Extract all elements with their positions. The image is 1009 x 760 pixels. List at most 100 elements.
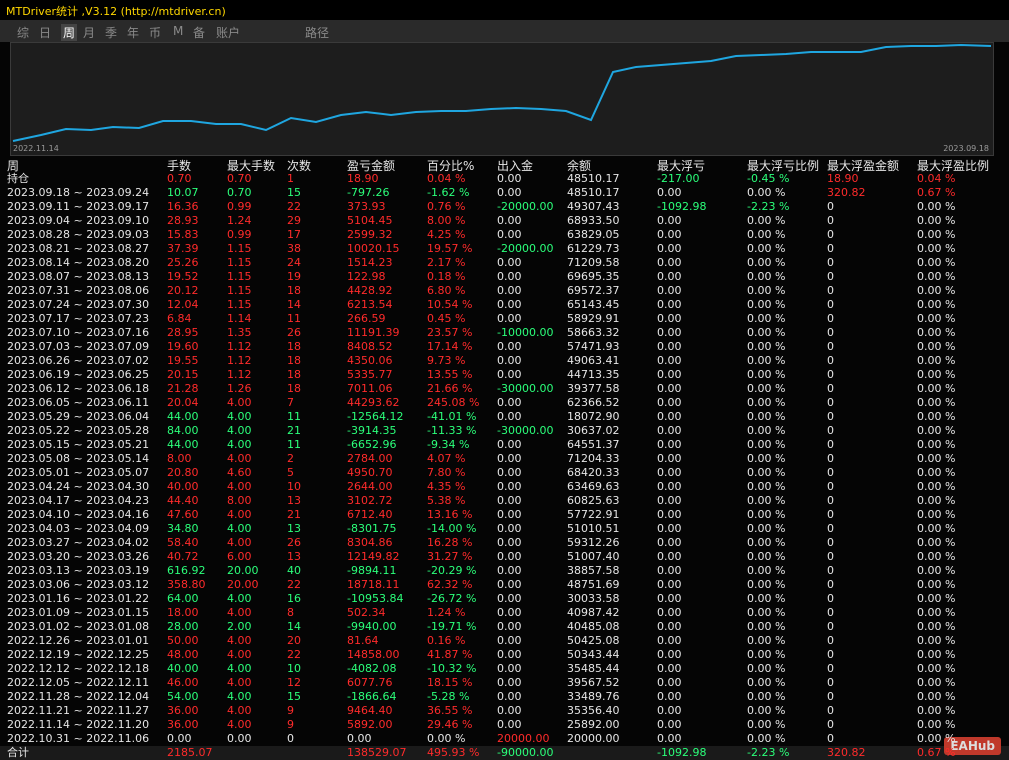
data-cell: 4.00 — [227, 606, 252, 619]
data-cell: 1.15 — [227, 270, 252, 283]
data-cell: 0.00 — [657, 578, 682, 591]
data-cell: 0.00 % — [917, 466, 956, 479]
data-cell: 39567.52 — [567, 676, 620, 689]
data-cell: 4.00 — [227, 592, 252, 605]
data-cell: 40.00 — [167, 662, 199, 675]
data-cell: 46.00 — [167, 676, 199, 689]
data-cell: 0.00 % — [917, 438, 956, 451]
period-cell: 2023.06.05 ~ 2023.06.11 — [7, 396, 150, 409]
data-cell: 4.00 — [227, 480, 252, 493]
tab[interactable]: 周 — [61, 24, 78, 41]
data-cell: 12 — [287, 676, 301, 689]
data-cell: 4.35 % — [427, 480, 466, 493]
data-cell: 5 — [287, 466, 294, 479]
period-cell: 2023.06.12 ~ 2023.06.18 — [7, 382, 150, 395]
data-cell: 0.00 % — [747, 354, 786, 367]
data-cell: 0.00 — [497, 312, 522, 325]
data-cell: 0.00 % — [917, 578, 956, 591]
data-cell: 1.12 — [227, 354, 252, 367]
data-cell: 44293.62 — [347, 396, 400, 409]
data-cell: 13.16 % — [427, 508, 473, 521]
data-cell: 0 — [827, 494, 834, 507]
tab[interactable]: 月 — [83, 26, 96, 40]
data-cell: 35356.40 — [567, 704, 620, 717]
data-cell: 4.00 — [227, 424, 252, 437]
data-cell: 0.00 — [497, 284, 522, 297]
data-cell: -4082.08 — [347, 662, 397, 675]
data-cell: 30033.58 — [567, 592, 620, 605]
data-cell: 18 — [287, 284, 301, 297]
tab[interactable]: 币 — [149, 26, 162, 40]
data-cell: 7011.06 — [347, 382, 393, 395]
data-cell: 50425.08 — [567, 634, 620, 647]
data-cell: 0.00 — [657, 270, 682, 283]
data-cell: 0.00 — [497, 438, 522, 451]
data-cell: 16.28 % — [427, 536, 473, 549]
data-cell: 17 — [287, 228, 301, 241]
data-cell: 64551.37 — [567, 438, 620, 451]
data-cell: 0.00 % — [917, 368, 956, 381]
data-cell: 0.00 — [657, 662, 682, 675]
tab[interactable]: 综 — [17, 26, 30, 40]
data-cell: 20.00 — [227, 578, 259, 591]
tab[interactable]: 备 — [193, 26, 206, 40]
data-cell: 0 — [827, 648, 834, 661]
data-cell: 0.00 — [497, 214, 522, 227]
data-cell: 10.54 % — [427, 298, 473, 311]
data-cell: 5892.00 — [347, 718, 393, 731]
data-cell: 0.00 — [497, 704, 522, 717]
data-cell: 15 — [287, 186, 301, 199]
data-cell: 21.28 — [167, 382, 199, 395]
data-cell: 7.80 % — [427, 466, 466, 479]
tab[interactable]: M — [173, 24, 184, 38]
data-cell: 0.00 — [657, 480, 682, 493]
data-cell: 245.08 % — [427, 396, 480, 409]
tab[interactable]: 路径 — [305, 26, 330, 40]
data-cell: 0 — [827, 606, 834, 619]
data-cell: 2.17 % — [427, 256, 466, 269]
data-cell: 0.00 % — [917, 620, 956, 633]
data-cell: 48.00 — [167, 648, 199, 661]
data-cell: -1.62 % — [427, 186, 470, 199]
data-cell: 14858.00 — [347, 648, 400, 661]
data-cell: -3914.35 — [347, 424, 397, 437]
data-cell: 0 — [827, 676, 834, 689]
watermark: EAHub — [944, 737, 1001, 755]
data-cell: 21 — [287, 424, 301, 437]
period-cell: 持仓 — [7, 172, 29, 185]
data-cell: 0.00 % — [917, 410, 956, 423]
data-cell: 0 — [827, 354, 834, 367]
data-cell: 2 — [287, 452, 294, 465]
tab[interactable]: 日 — [39, 26, 52, 40]
data-cell: 0.70 — [227, 186, 252, 199]
tab[interactable]: 年 — [127, 26, 140, 40]
data-cell: 0.00 % — [917, 326, 956, 339]
data-cell: 0.00 % — [917, 284, 956, 297]
data-cell: 0.00 — [657, 648, 682, 661]
data-cell: 4.00 — [227, 536, 252, 549]
data-cell: 0 — [827, 634, 834, 647]
data-cell: 0.00 % — [747, 410, 786, 423]
data-cell: 5104.45 — [347, 214, 393, 227]
data-cell: 1.26 — [227, 382, 252, 395]
data-cell: 0.00 % — [747, 578, 786, 591]
data-cell: 0.00 % — [747, 214, 786, 227]
data-cell: 0.00 % — [747, 522, 786, 535]
tab[interactable]: 季 — [105, 26, 118, 40]
tab[interactable]: 账户 — [216, 26, 241, 40]
data-cell: 0.00 — [657, 522, 682, 535]
data-cell: 0.00 — [657, 228, 682, 241]
data-cell: -0.45 % — [747, 172, 790, 185]
data-cell: 4.00 — [227, 410, 252, 423]
data-cell: -10953.84 — [347, 592, 404, 605]
data-cell: 0 — [827, 340, 834, 353]
data-cell: 0.00 % — [747, 732, 786, 745]
data-cell: 2599.32 — [347, 228, 393, 241]
data-cell: 18.00 — [167, 606, 199, 619]
data-cell: 24 — [287, 256, 301, 269]
period-cell: 2023.01.16 ~ 2023.01.22 — [7, 592, 150, 605]
data-cell: 0.00 — [497, 228, 522, 241]
data-cell: 16.36 — [167, 200, 199, 213]
data-cell: 4350.06 — [347, 354, 393, 367]
data-cell: 0.00 — [657, 256, 682, 269]
